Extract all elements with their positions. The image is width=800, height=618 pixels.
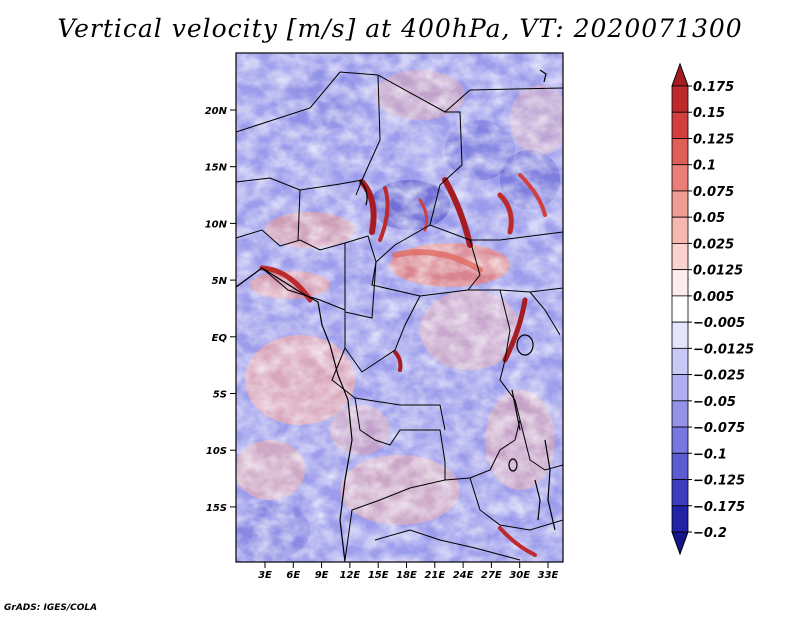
colorbar-swatch — [671, 505, 689, 533]
chart-title: Vertical velocity [m/s] at 400hPa, VT: 2… — [57, 14, 743, 43]
colorbar-swatch — [671, 479, 689, 507]
lon-tick-label: 33E — [538, 570, 559, 581]
colorbar-swatch — [671, 85, 689, 113]
lat-tick-label: 20N — [205, 106, 228, 117]
colorbar-label: −0.075 — [693, 421, 745, 436]
colorbar-label: 0.005 — [693, 290, 734, 305]
colorbar-swatch — [671, 138, 689, 166]
colorbar-swatch — [671, 216, 689, 244]
colorbar-label: 0.15 — [693, 106, 725, 121]
colorbar-label: −0.005 — [693, 316, 745, 331]
colorbar-label: 0.1 — [693, 159, 716, 174]
lon-tick-label: 6E — [286, 570, 300, 581]
colorbar-label: 0.025 — [693, 237, 734, 252]
coastlines — [236, 69, 556, 562]
colorbar-swatch — [671, 243, 689, 271]
latitude-axis: 20N 15N 10N 5N EQ 5S 10S 15S — [205, 106, 236, 514]
colorbar-label: −0.175 — [693, 500, 745, 515]
lon-tick-label: 15E — [368, 570, 389, 581]
colorbar-swatch — [671, 295, 689, 323]
colorbar-top-arrow — [671, 62, 689, 87]
colorbar-label: 0.05 — [693, 211, 725, 226]
colorbar-swatch — [671, 164, 689, 192]
colorbar-swatch — [671, 111, 689, 139]
lon-tick-label: 21E — [424, 570, 445, 581]
colorbar-swatch — [671, 269, 689, 297]
colorbar-label: −0.025 — [693, 369, 745, 384]
lat-tick-label: 10N — [205, 219, 228, 230]
colorbar-label: 0.175 — [693, 80, 734, 95]
lat-tick-label: EQ — [212, 333, 228, 344]
colorbar-bottom-arrow — [671, 531, 689, 556]
map-frame — [235, 52, 564, 563]
colorbar-label: −0.125 — [693, 474, 745, 489]
lat-tick-label: 5N — [212, 276, 228, 287]
colorbar-label: 0.0125 — [693, 264, 743, 279]
colorbar-label: −0.05 — [693, 395, 736, 410]
lon-tick-label: 3E — [258, 570, 272, 581]
lat-tick-label: 15S — [206, 503, 227, 514]
colorbar-swatch — [671, 426, 689, 454]
colorbar-swatch — [671, 374, 689, 402]
colorbar-label: −0.1 — [693, 447, 727, 462]
colorbar-swatch — [671, 400, 689, 428]
colorbar: 0.175 0.15 0.125 0.1 0.075 0.05 0.025 0.0125 0.0… — [671, 62, 754, 556]
colorbar-swatch — [671, 190, 689, 218]
longitude-axis: 3E 6E 9E 12E 15E 18E 21E 24E 27E 30E 33E — [258, 562, 559, 581]
colorbar-label: −0.0125 — [693, 342, 754, 357]
vertical-velocity-field — [236, 53, 563, 562]
colorbar-label: 0.075 — [693, 185, 734, 200]
lon-tick-label: 27E — [481, 570, 502, 581]
lat-tick-label: 10S — [206, 446, 227, 457]
country-boundaries — [236, 71, 563, 561]
colorbar-swatch — [671, 452, 689, 480]
grads-credit: GrADS: IGES/COLA — [4, 603, 98, 613]
colorbar-swatch — [671, 321, 689, 349]
lon-tick-label: 18E — [396, 570, 417, 581]
lat-tick-label: 5S — [213, 390, 227, 401]
lon-tick-label: 30E — [509, 570, 530, 581]
lat-tick-label: 15N — [205, 163, 228, 174]
colorbar-label: 0.125 — [693, 132, 734, 147]
colorbar-swatch — [671, 347, 689, 375]
lon-tick-label: 9E — [315, 570, 329, 581]
lon-tick-label: 12E — [340, 570, 361, 581]
colorbar-label: −0.2 — [693, 526, 727, 541]
lon-tick-label: 24E — [453, 570, 474, 581]
